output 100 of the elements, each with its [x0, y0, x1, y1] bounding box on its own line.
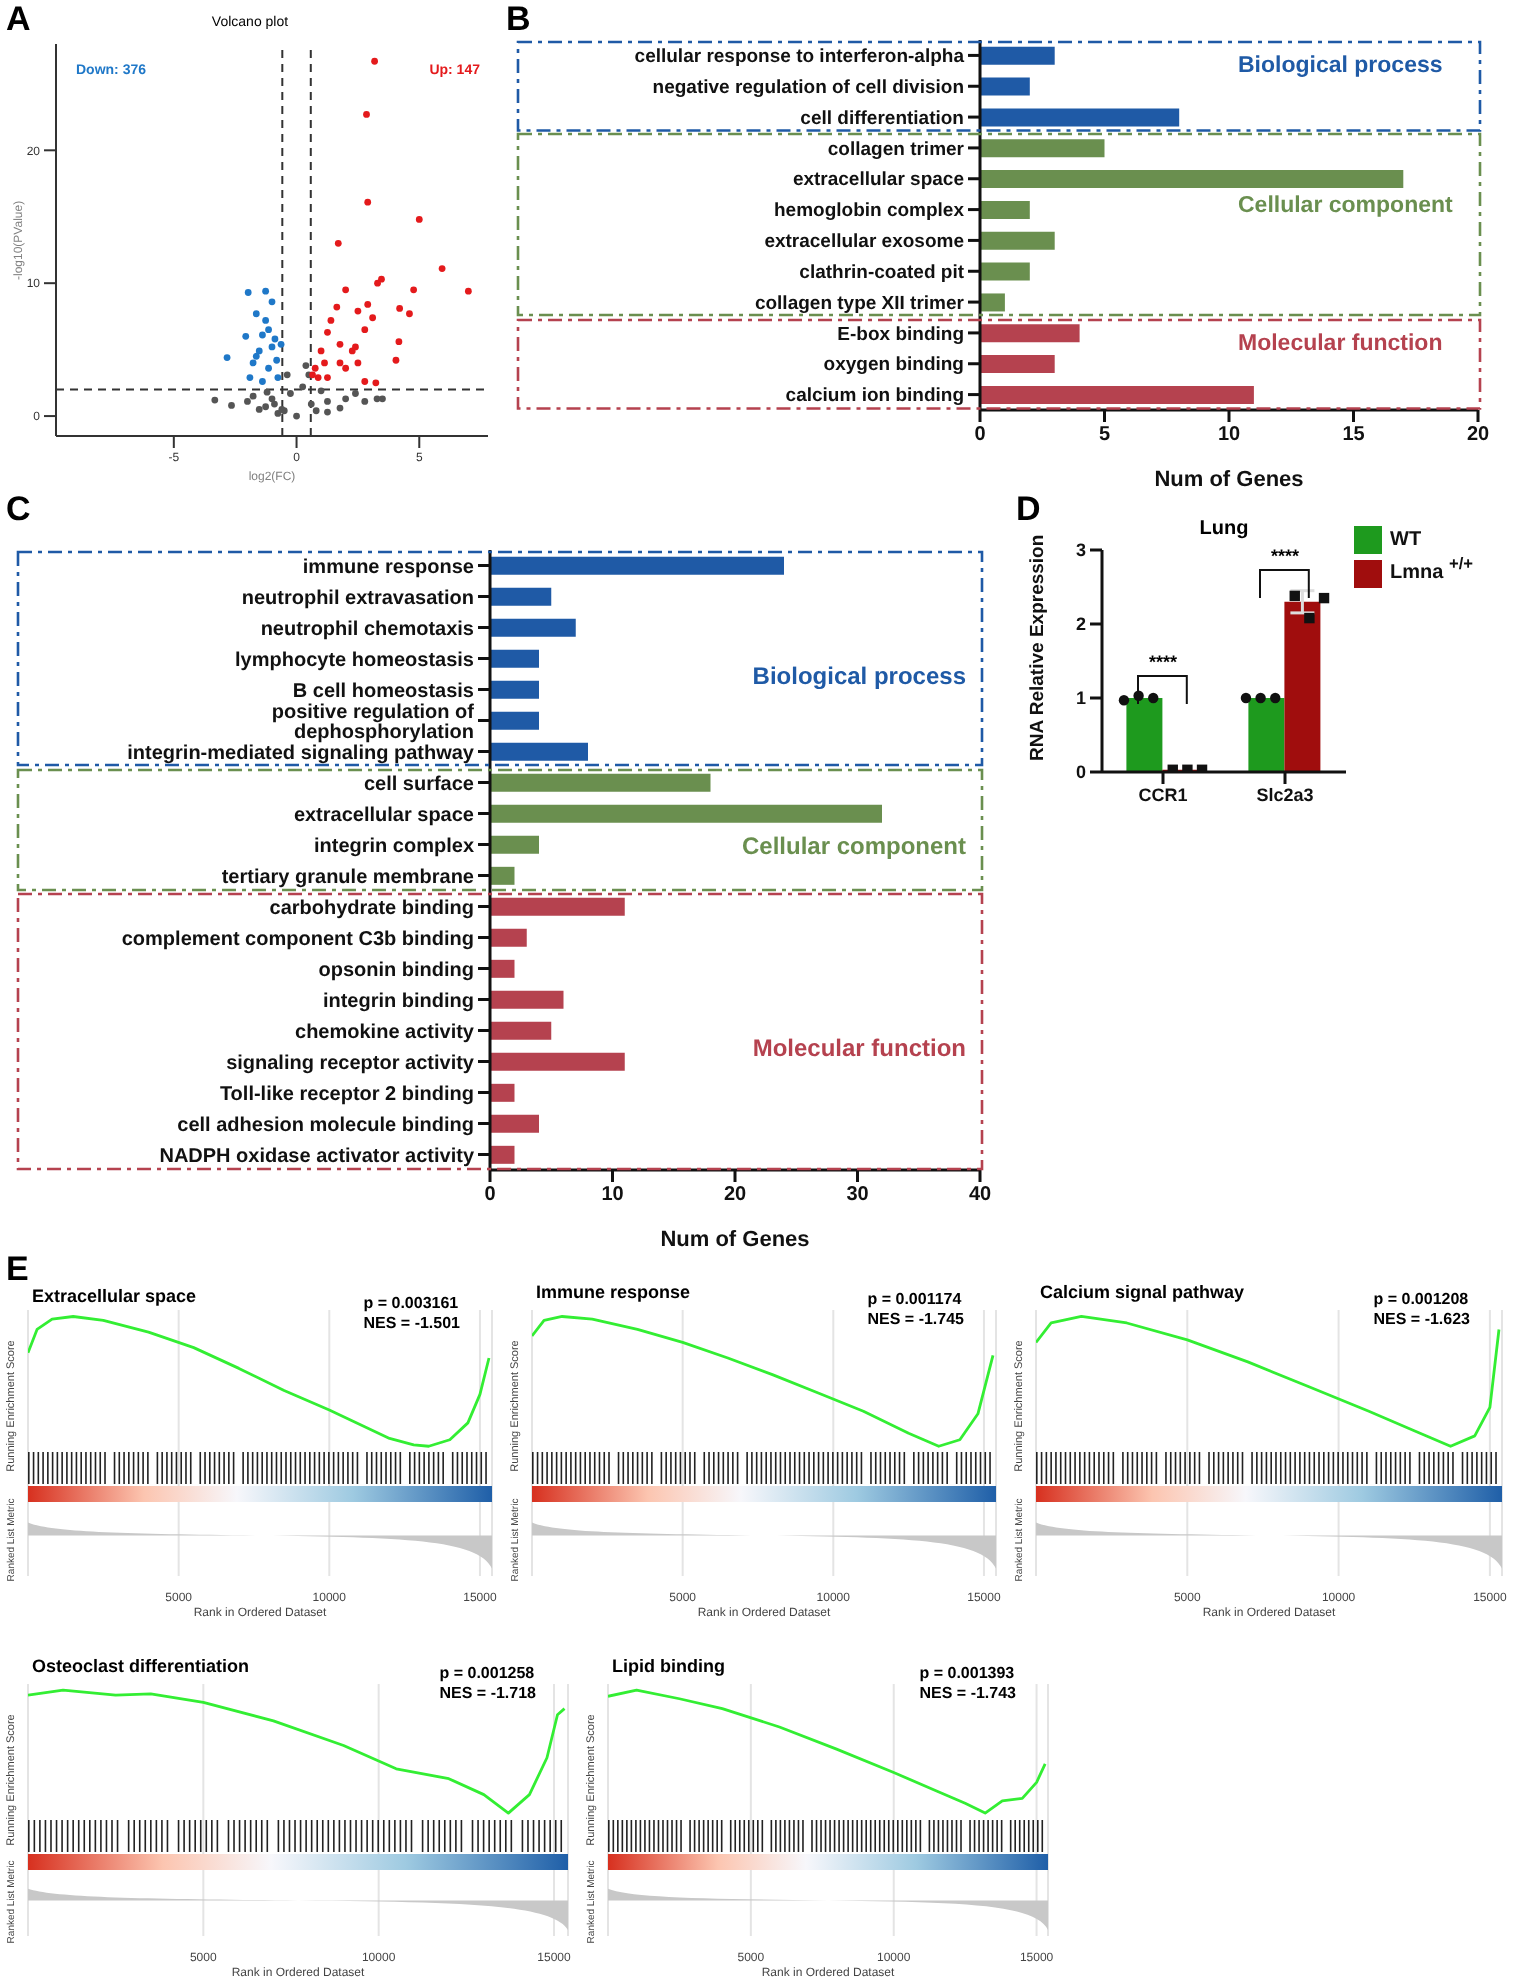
y-tick-label: integrin-mediated signaling pathway [127, 742, 475, 765]
point [410, 286, 418, 294]
point [361, 378, 369, 385]
text: B [506, 0, 531, 40]
text: p = 0.003161 [363, 1294, 460, 1314]
x-tick-label: 0 [974, 424, 987, 447]
annotation: NES = -1.623 [1373, 1310, 1470, 1330]
y-tick-label: extracellular space [293, 804, 475, 827]
y-tick-label: integrin complex [313, 835, 475, 858]
point [255, 406, 263, 413]
bar [490, 959, 515, 978]
point [342, 364, 350, 372]
point [274, 374, 282, 381]
point [371, 57, 378, 65]
annotation: NES = -1.743 [919, 1684, 1016, 1704]
point [252, 310, 260, 318]
bar [490, 1083, 515, 1102]
x-tick-label: 10 [601, 1184, 625, 1207]
text: p = 0.001208 [1373, 1290, 1470, 1310]
point [268, 395, 276, 403]
point [336, 404, 344, 412]
bar [980, 77, 1030, 96]
point [268, 298, 276, 306]
text: C [6, 490, 31, 530]
point [246, 374, 254, 381]
y-tick-label: integrin binding [322, 990, 474, 1013]
point [314, 374, 322, 381]
point [244, 289, 252, 296]
chart-title: Lung [1197, 518, 1251, 540]
bar [1126, 698, 1163, 772]
point [252, 352, 260, 360]
bar [1248, 698, 1285, 772]
point [312, 407, 320, 415]
point [287, 390, 294, 397]
y-tick-label: complement component C3b binding [121, 928, 474, 951]
bar [490, 556, 784, 575]
point [369, 314, 377, 322]
annotation: Biological process [750, 661, 966, 690]
point [262, 403, 270, 411]
y-tick-label: chemokine activity [295, 1021, 475, 1044]
point [352, 390, 359, 397]
bar [490, 866, 515, 885]
y-tick-label: extracellular space [792, 169, 964, 192]
annotation: Cellular component [1238, 191, 1455, 219]
point [324, 398, 331, 405]
bar [980, 231, 1055, 250]
bar [490, 835, 539, 854]
y-tick-label: cell surface [363, 773, 475, 796]
x-tick-label: 5 [1098, 424, 1111, 447]
x-tick-label: CCR1 [1138, 784, 1188, 805]
point [307, 400, 315, 408]
point [324, 328, 331, 336]
annotation: **** [1268, 546, 1301, 567]
point [283, 371, 291, 379]
bar [980, 324, 1080, 343]
point [317, 347, 325, 355]
text: D [1016, 490, 1041, 530]
y-tick-label: E-box binding [837, 323, 965, 346]
point [249, 359, 257, 367]
point [277, 340, 285, 348]
y-tick-label: 1 [1075, 688, 1086, 709]
point [327, 316, 335, 324]
bar [490, 1021, 552, 1040]
annotation: Molecular function [750, 1033, 966, 1062]
bar [490, 711, 539, 730]
y-tick-label: extracellular exosome [764, 231, 964, 254]
y-tick-label: negative regulation of cell division [652, 77, 965, 99]
point [372, 379, 380, 387]
text: p = 0.001174 [867, 1290, 964, 1310]
x-tick-label: 10 [1217, 424, 1241, 447]
bar [490, 1052, 625, 1071]
point [302, 362, 310, 369]
y-tick-label: Toll-like receptor 2 binding [219, 1083, 474, 1106]
y-tick-label: signaling receptor activity [226, 1052, 475, 1075]
y-tick-label: opsonin binding [318, 959, 474, 982]
point [263, 388, 271, 396]
point [223, 354, 231, 361]
bar [490, 742, 588, 761]
point [395, 338, 403, 346]
point [265, 326, 272, 334]
x-tick-label: 40 [968, 1184, 992, 1207]
point [211, 396, 219, 404]
bar [980, 139, 1105, 158]
point [244, 398, 251, 405]
bar [980, 46, 1055, 65]
point [336, 359, 344, 367]
y-tick-label: neutrophil chemotaxis [260, 618, 475, 641]
point [271, 400, 278, 408]
bar [980, 108, 1180, 127]
x-tick-label: 30 [846, 1184, 870, 1207]
annotation: **** [1146, 651, 1179, 672]
x-tick-label: 0 [484, 1184, 497, 1207]
point [242, 332, 250, 340]
y-tick-label: immune response [302, 556, 475, 579]
y-tick-label: cell adhesion molecule binding [177, 1114, 474, 1137]
chart-title: Immune response [536, 1282, 691, 1302]
y-tick-label: cellular response to interferon-alpha [634, 46, 966, 69]
bar [490, 897, 625, 916]
bar [490, 1114, 539, 1133]
bar [490, 990, 564, 1009]
